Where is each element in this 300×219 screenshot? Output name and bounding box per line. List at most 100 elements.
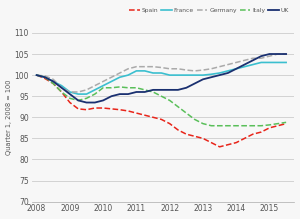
- Germany: [85, 88, 88, 91]
- France: [276, 61, 280, 64]
- Italy: [268, 124, 271, 126]
- Spain: [184, 133, 188, 136]
- Spain: [234, 141, 238, 144]
- Spain: [35, 74, 38, 76]
- Italy: [234, 124, 238, 127]
- Italy: [168, 99, 172, 102]
- Italy: [60, 91, 63, 93]
- UK: [85, 101, 88, 104]
- UK: [60, 87, 63, 89]
- UK: [284, 53, 288, 55]
- Spain: [268, 127, 271, 129]
- France: [268, 61, 271, 64]
- UK: [126, 93, 130, 95]
- Spain: [43, 77, 47, 80]
- Germany: [76, 91, 80, 93]
- Italy: [184, 112, 188, 114]
- UK: [243, 63, 246, 66]
- Germany: [135, 65, 138, 68]
- UK: [176, 88, 180, 91]
- Spain: [218, 145, 221, 148]
- Italy: [151, 91, 155, 93]
- Line: Spain: Spain: [37, 75, 286, 147]
- Italy: [110, 87, 113, 89]
- France: [85, 93, 88, 95]
- Germany: [118, 72, 122, 74]
- Italy: [276, 122, 280, 125]
- Spain: [176, 129, 180, 131]
- Spain: [151, 116, 155, 119]
- Italy: [251, 124, 255, 127]
- France: [51, 80, 55, 83]
- Spain: [110, 108, 113, 110]
- France: [243, 65, 246, 68]
- Spain: [51, 82, 55, 85]
- Spain: [143, 114, 146, 117]
- Spain: [118, 108, 122, 111]
- Spain: [93, 107, 97, 109]
- UK: [118, 93, 122, 95]
- France: [35, 74, 38, 76]
- France: [201, 74, 205, 76]
- UK: [51, 80, 55, 83]
- Line: UK: UK: [37, 54, 286, 102]
- UK: [76, 99, 80, 102]
- France: [218, 72, 221, 74]
- UK: [110, 95, 113, 97]
- Spain: [201, 137, 205, 140]
- Germany: [193, 70, 196, 72]
- Italy: [43, 76, 47, 79]
- France: [110, 80, 113, 83]
- Spain: [276, 124, 280, 127]
- Germany: [60, 87, 63, 89]
- UK: [184, 87, 188, 89]
- UK: [268, 53, 271, 55]
- UK: [93, 101, 97, 104]
- France: [151, 72, 155, 74]
- Italy: [201, 122, 205, 125]
- Spain: [101, 107, 105, 109]
- Germany: [276, 53, 280, 55]
- UK: [209, 76, 213, 79]
- Italy: [226, 124, 230, 127]
- Line: France: France: [37, 62, 286, 94]
- Legend: Spain, France, Germany, Italy, UK: Spain, France, Germany, Italy, UK: [126, 5, 292, 16]
- France: [160, 72, 163, 74]
- France: [43, 76, 47, 79]
- France: [93, 88, 97, 91]
- UK: [276, 53, 280, 55]
- France: [209, 73, 213, 76]
- Spain: [226, 143, 230, 146]
- Italy: [51, 82, 55, 85]
- UK: [101, 99, 105, 102]
- Spain: [126, 110, 130, 112]
- Line: Italy: Italy: [37, 75, 286, 126]
- Germany: [168, 67, 172, 70]
- Spain: [135, 112, 138, 114]
- UK: [168, 88, 172, 91]
- Germany: [234, 61, 238, 64]
- Spain: [85, 108, 88, 111]
- Spain: [60, 91, 63, 93]
- UK: [218, 74, 221, 76]
- UK: [234, 67, 238, 70]
- France: [260, 61, 263, 64]
- France: [101, 84, 105, 87]
- Germany: [184, 69, 188, 71]
- Germany: [243, 59, 246, 62]
- Germany: [268, 55, 271, 57]
- France: [176, 74, 180, 76]
- Germany: [160, 66, 163, 69]
- Germany: [126, 67, 130, 70]
- France: [126, 74, 130, 76]
- Germany: [151, 65, 155, 68]
- Spain: [193, 135, 196, 138]
- France: [184, 74, 188, 76]
- Italy: [143, 88, 146, 91]
- Italy: [118, 86, 122, 88]
- Spain: [284, 122, 288, 125]
- France: [68, 91, 72, 93]
- Germany: [201, 69, 205, 71]
- Spain: [251, 133, 255, 136]
- France: [143, 70, 146, 72]
